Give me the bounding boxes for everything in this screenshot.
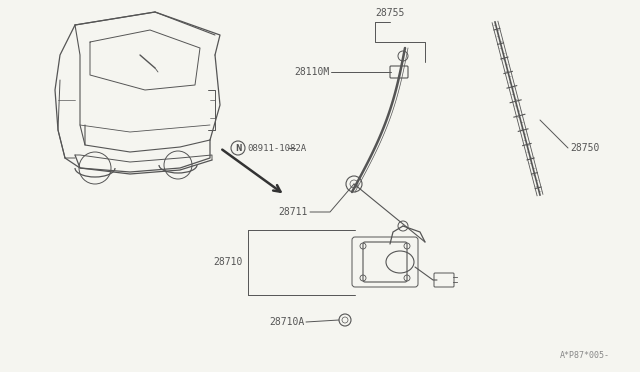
Text: 28755: 28755 bbox=[375, 8, 404, 18]
Text: 28710A: 28710A bbox=[269, 317, 305, 327]
Text: 28110M: 28110M bbox=[295, 67, 330, 77]
Text: 28750: 28750 bbox=[570, 143, 600, 153]
Text: N: N bbox=[235, 144, 241, 153]
Text: 08911-1082A: 08911-1082A bbox=[247, 144, 306, 153]
Text: A*P87*005-: A*P87*005- bbox=[560, 351, 610, 360]
Text: 28711: 28711 bbox=[278, 207, 308, 217]
Text: 28710: 28710 bbox=[214, 257, 243, 267]
